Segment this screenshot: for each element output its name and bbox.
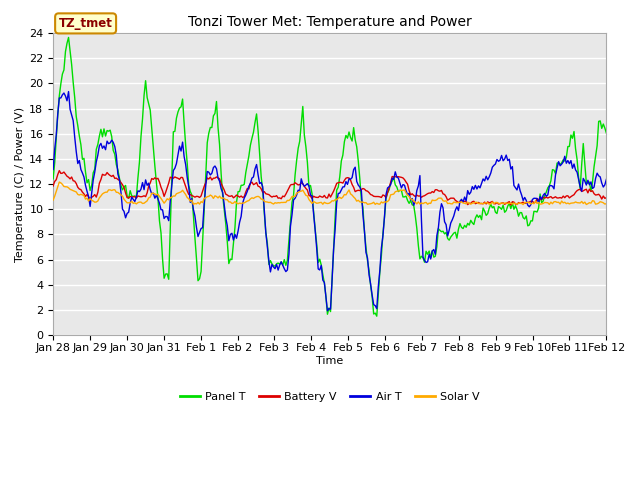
Text: TZ_tmet: TZ_tmet — [59, 17, 113, 30]
Title: Tonzi Tower Met: Temperature and Power: Tonzi Tower Met: Temperature and Power — [188, 15, 472, 29]
Legend: Panel T, Battery V, Air T, Solar V: Panel T, Battery V, Air T, Solar V — [175, 388, 484, 407]
X-axis label: Time: Time — [316, 356, 344, 366]
Y-axis label: Temperature (C) / Power (V): Temperature (C) / Power (V) — [15, 107, 25, 262]
